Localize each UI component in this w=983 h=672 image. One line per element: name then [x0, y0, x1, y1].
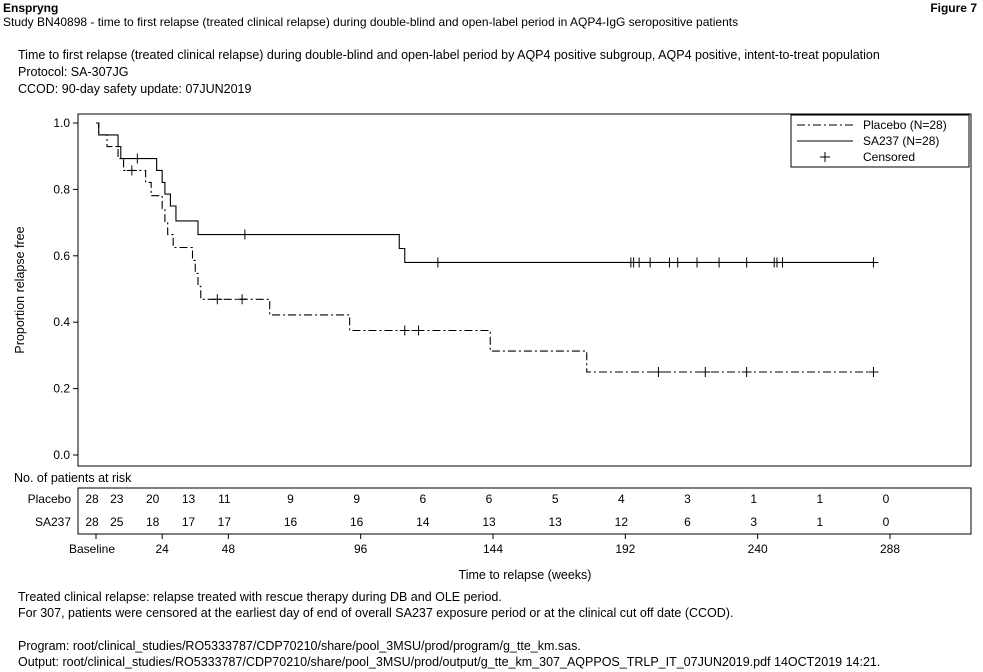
brand-name: Enspryng: [3, 1, 59, 15]
risk-value: 17: [182, 515, 196, 529]
censored-mark: [413, 325, 424, 336]
risk-value: 12: [615, 515, 629, 529]
risk-value: 0: [883, 515, 890, 529]
legend-censored-symbol: [820, 152, 830, 162]
censored-mark: [432, 257, 443, 268]
censored-mark: [132, 153, 143, 164]
censored-mark: [741, 257, 752, 268]
risk-value: 18: [146, 515, 160, 529]
risk-value: 14: [416, 515, 430, 529]
censored-mark: [692, 257, 703, 268]
censored-mark: [212, 294, 223, 305]
chart-header-protocol: Protocol: SA-307JG: [18, 65, 129, 79]
legend-label: SA237 (N=28): [863, 134, 939, 148]
risk-value: 25: [110, 515, 124, 529]
risk-value: 13: [182, 492, 196, 506]
risk-value: 9: [287, 492, 294, 506]
risk-value: 6: [684, 515, 691, 529]
program-path: Program: root/clinical_studies/RO5333787…: [18, 639, 581, 653]
censored-mark: [126, 165, 137, 176]
risk-value: 3: [750, 515, 757, 529]
censored-mark: [777, 257, 788, 268]
risk-value: 20: [146, 492, 160, 506]
censored-mark: [634, 257, 645, 268]
risk-value: 28: [85, 492, 99, 506]
x-tick-label: 288: [880, 542, 900, 556]
risk-value: 17: [218, 515, 232, 529]
risk-value: 4: [618, 492, 625, 506]
risk-value: 6: [419, 492, 426, 506]
risk-value: 23: [110, 492, 124, 506]
chart-header-ccod: CCOD: 90-day safety update: 07JUN2019: [18, 82, 252, 96]
y-tick-label: 0.4: [53, 315, 70, 329]
censored-mark: [399, 325, 410, 336]
x-tick-label: 48: [222, 542, 236, 556]
x-tick-label: 144: [483, 542, 503, 556]
footnote-2: For 307, patients were censored at the e…: [18, 606, 734, 620]
x-tick-label: 192: [615, 542, 635, 556]
risk-row-label: Placebo: [28, 492, 72, 506]
risk-table-title: No. of patients at risk: [14, 471, 132, 485]
censored-mark: [868, 257, 879, 268]
risk-value: 1: [750, 492, 757, 506]
legend-label: Placebo (N=28): [863, 118, 947, 132]
risk-value: 1: [816, 492, 823, 506]
legend-box: [790, 114, 970, 168]
risk-value: 1: [816, 515, 823, 529]
risk-value: 16: [284, 515, 298, 529]
censored-mark: [653, 367, 664, 377]
censored-mark: [741, 367, 752, 377]
risk-value: 11: [218, 492, 231, 506]
risk-value: 9: [353, 492, 360, 506]
y-tick-label: 0.8: [53, 182, 70, 196]
censored-mark: [672, 257, 683, 268]
censored-mark: [239, 229, 250, 240]
censored-mark: [868, 367, 879, 377]
legend-label: Censored: [863, 150, 915, 164]
series-line-sa237: [96, 122, 874, 263]
chart-header-title: Time to first relapse (treated clinical …: [18, 48, 880, 62]
figure-label: Figure 7: [930, 1, 977, 15]
risk-value: 13: [482, 515, 496, 529]
risk-value: 6: [486, 492, 493, 506]
y-axis-label: Proportion relapse free: [13, 226, 27, 353]
plot-frame: [77, 113, 972, 467]
risk-value: 16: [350, 515, 364, 529]
censored-mark: [645, 257, 656, 268]
risk-value: 28: [85, 515, 99, 529]
y-tick-label: 0.2: [53, 382, 70, 396]
series-line-placebo: [96, 122, 874, 373]
risk-value: 5: [552, 492, 559, 506]
risk-value: 3: [684, 492, 691, 506]
y-tick-label: 0.0: [53, 448, 70, 462]
risk-value: 0: [883, 492, 890, 506]
x-tick-label: Baseline: [69, 542, 115, 556]
footnote-1: Treated clinical relapse: relapse treate…: [18, 590, 502, 604]
y-tick-label: 0.6: [53, 249, 70, 263]
censored-mark: [714, 257, 725, 268]
risk-table-frame: [77, 487, 972, 535]
risk-row-label: SA237: [35, 515, 71, 529]
y-tick-label: 1.0: [53, 116, 70, 130]
risk-value: 13: [548, 515, 562, 529]
censored-mark: [237, 294, 248, 305]
output-path: Output: root/clinical_studies/RO5333787/…: [18, 655, 881, 669]
study-title: Study BN40898 - time to first relapse (t…: [3, 15, 739, 29]
x-axis-label: Time to relapse (weeks): [459, 568, 592, 582]
x-tick-label: 24: [155, 542, 169, 556]
x-tick-label: 240: [748, 542, 768, 556]
censored-mark: [700, 367, 711, 377]
x-tick-label: 96: [354, 542, 368, 556]
